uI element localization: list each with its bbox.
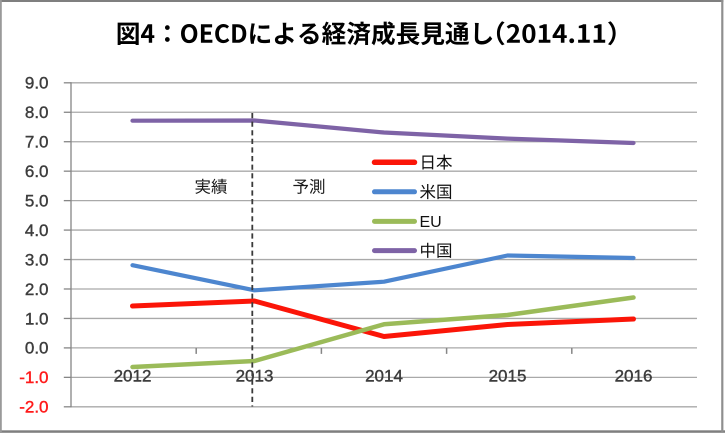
svg-text:2013: 2013: [236, 367, 274, 386]
svg-text:7.0: 7.0: [25, 133, 49, 152]
svg-text:4.0: 4.0: [25, 221, 49, 240]
svg-text:3.0: 3.0: [25, 250, 49, 269]
svg-text:5.0: 5.0: [25, 191, 49, 210]
svg-text:-1.0: -1.0: [19, 368, 48, 387]
svg-text:-2.0: -2.0: [19, 398, 48, 417]
svg-text:1.0: 1.0: [25, 309, 49, 328]
svg-text:8.0: 8.0: [25, 103, 49, 122]
svg-text:2015: 2015: [489, 367, 527, 386]
svg-text:0.0: 0.0: [25, 339, 49, 358]
svg-text:6.0: 6.0: [25, 162, 49, 181]
svg-text:9.0: 9.0: [25, 74, 49, 93]
svg-text:2012: 2012: [114, 367, 152, 386]
svg-text:2014: 2014: [365, 367, 403, 386]
svg-text:EU: EU: [420, 214, 442, 231]
svg-text:2016: 2016: [615, 367, 653, 386]
svg-text:2.0: 2.0: [25, 280, 49, 299]
